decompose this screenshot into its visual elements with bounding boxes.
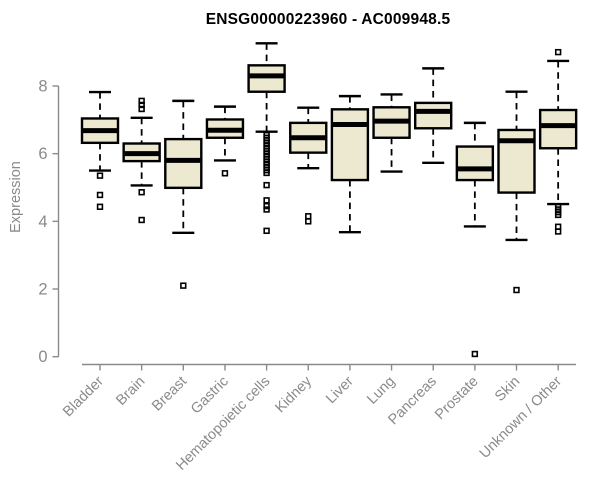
x-tick-label: Lung (364, 374, 398, 408)
outlier-point (263, 197, 270, 204)
outlier-point (263, 202, 270, 210)
x-tick-label: Kidney (272, 373, 315, 416)
outlier-point (263, 181, 270, 189)
y-tick-label: 8 (38, 77, 47, 95)
outlier-point (263, 206, 270, 213)
y-tick-label: 0 (38, 348, 47, 366)
outlier-point (471, 350, 479, 358)
box (455, 145, 495, 182)
outlier-point (180, 282, 187, 289)
box (247, 64, 286, 93)
x-tick-label: Prostate (432, 374, 481, 423)
y-tick-label: 6 (38, 145, 47, 163)
outlier-point (96, 172, 104, 179)
outlier-point (554, 211, 562, 219)
chart-title: ENSG00000223960 - AC009948.5 (205, 11, 451, 28)
outlier-point (96, 191, 104, 199)
box (164, 137, 203, 190)
outlier-point (138, 189, 145, 196)
outlier-point (263, 227, 270, 235)
y-tick-label: 2 (38, 281, 47, 299)
x-tick-label: Skin (492, 374, 523, 405)
outlier-point (138, 105, 145, 113)
outlier-point (513, 286, 520, 294)
outlier-point (221, 170, 229, 177)
x-tick-label: Breast (149, 374, 190, 415)
x-tick-label: Bladder (60, 373, 107, 420)
outlier-point (554, 48, 562, 56)
outlier-point (96, 203, 104, 210)
x-tick-label: Brain (113, 374, 148, 409)
outlier-point (305, 213, 312, 220)
outlier-point (263, 169, 270, 177)
y-tick-label: 4 (38, 213, 47, 231)
outlier-point (138, 216, 145, 224)
outlier-point (554, 228, 562, 235)
x-tick-label: Liver (323, 373, 357, 407)
box (414, 101, 453, 130)
box (538, 108, 578, 150)
outlier-point (305, 218, 312, 225)
box (330, 108, 370, 182)
